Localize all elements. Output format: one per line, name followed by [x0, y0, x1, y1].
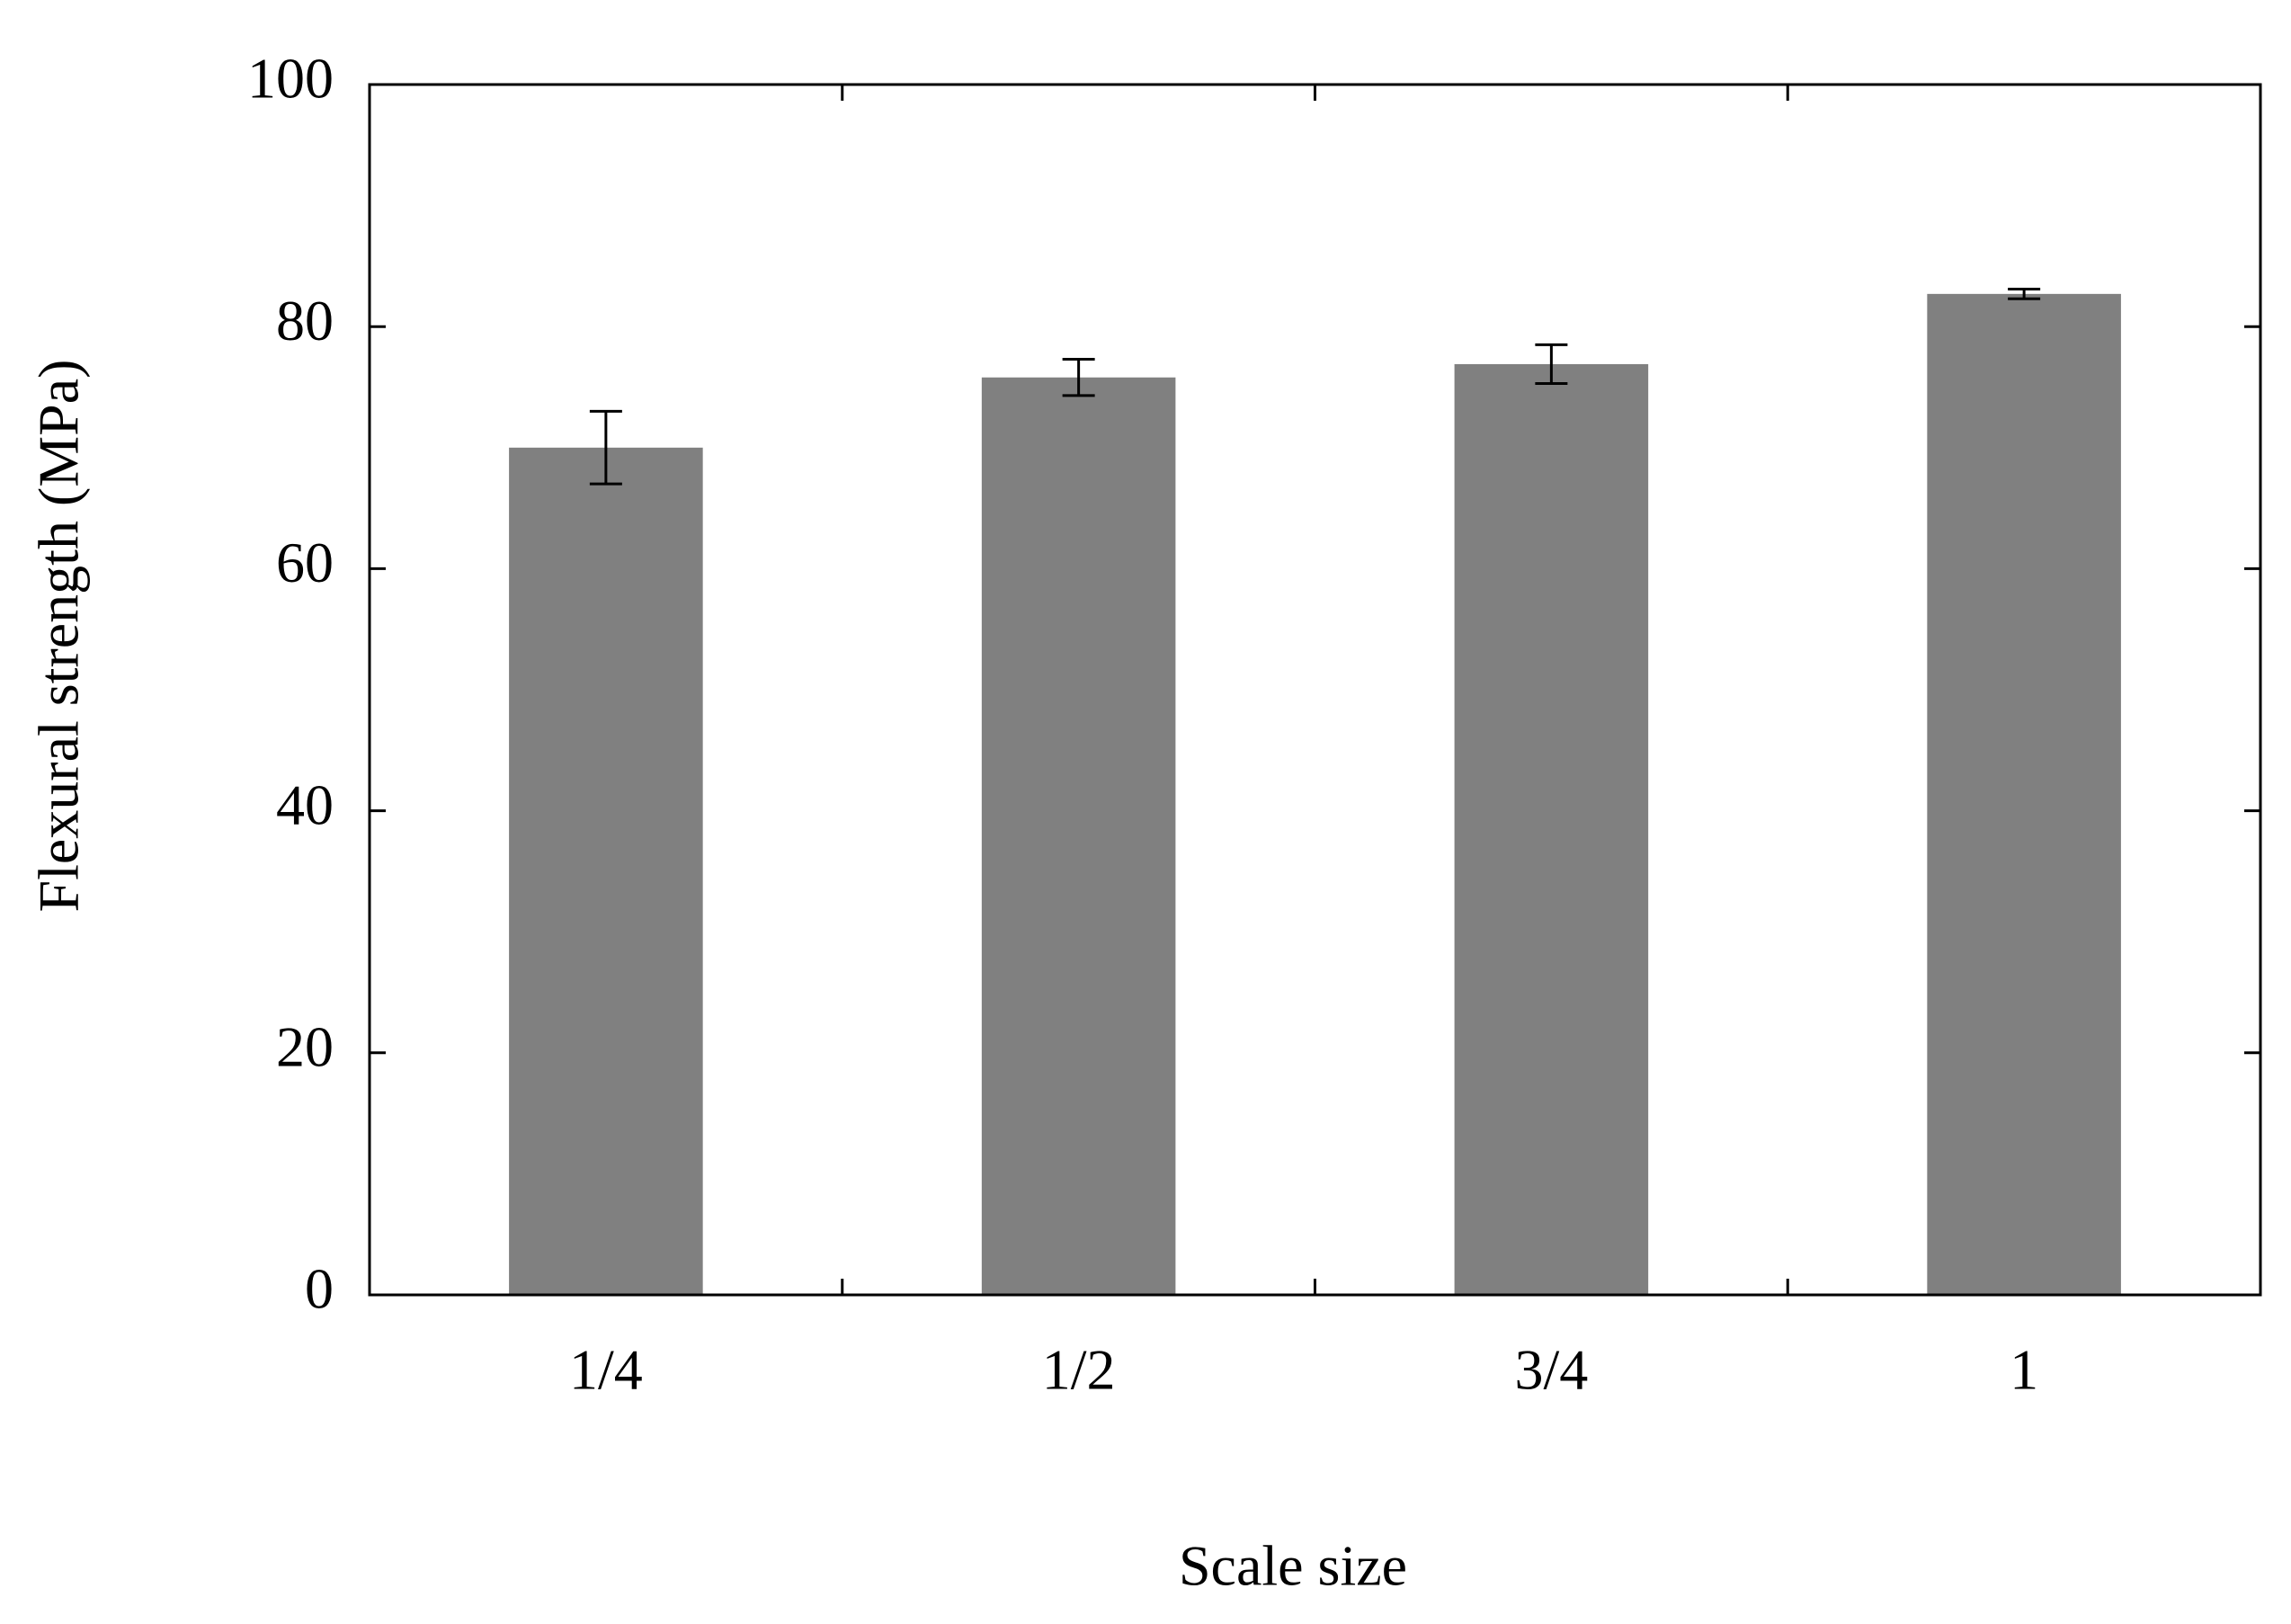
bar [981, 377, 1176, 1295]
x-axis-label: Scale size [1179, 1534, 1407, 1598]
error-bar [1062, 358, 1095, 397]
x-tick-label: 1 [2010, 1338, 2038, 1402]
error-bar [589, 409, 622, 486]
plot-frame [368, 83, 2262, 1297]
y-tick-label: 100 [247, 47, 334, 111]
error-bar [2008, 287, 2041, 300]
y-tick-label: 40 [276, 772, 334, 836]
y-tick-label: 20 [276, 1014, 334, 1078]
y-tick-label: 60 [276, 531, 334, 594]
x-tick-label: 3/4 [1514, 1338, 1588, 1402]
y-axis-label: Flexural strength (MPa) [27, 360, 91, 913]
x-tick-label: 1/4 [569, 1338, 643, 1402]
bar [1454, 363, 1649, 1295]
x-tick-label: 1/2 [1042, 1338, 1116, 1402]
y-tick-label: 0 [305, 1257, 334, 1321]
y-tick-label: 80 [276, 289, 334, 352]
bar [509, 447, 703, 1295]
bar [1927, 293, 2121, 1295]
error-bar [1535, 343, 1568, 385]
